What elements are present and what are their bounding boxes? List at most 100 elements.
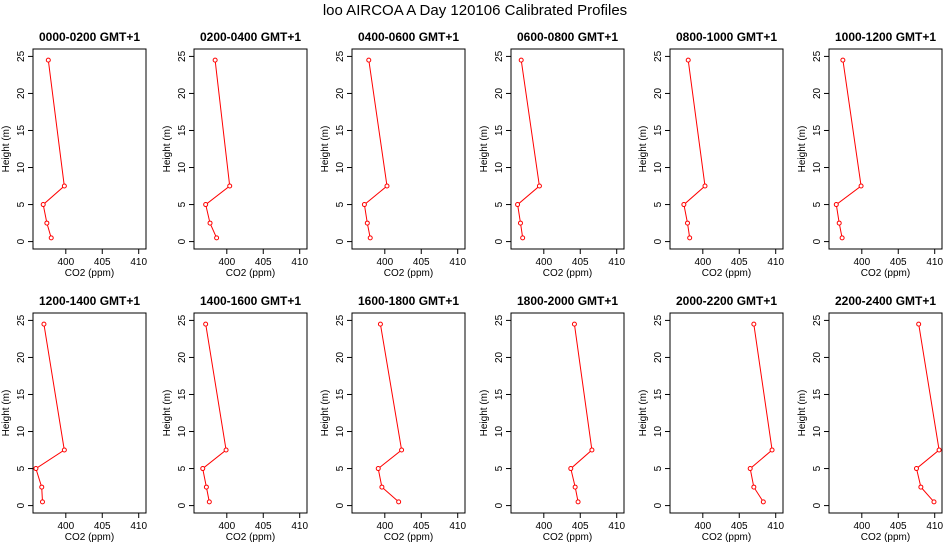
y-axis-label: Height (m) bbox=[638, 126, 649, 173]
x-tick-label: 400 bbox=[853, 257, 870, 268]
panel-title: 2000-2200 GMT+1 bbox=[676, 294, 777, 308]
y-tick-label: 0 bbox=[16, 502, 27, 508]
profile-panel-0: 0000-0200 GMT+1 0 5 10 15 20 25 400 405 410 CO2 (p… bbox=[1, 30, 147, 279]
y-tick-label: 0 bbox=[653, 238, 664, 244]
profile-point bbox=[702, 183, 708, 189]
y-tick-label: 0 bbox=[494, 238, 505, 244]
x-tick-label: 405 bbox=[572, 257, 589, 268]
y-tick-label: 10 bbox=[812, 162, 823, 174]
x-axis-label: CO2 (ppm) bbox=[65, 532, 114, 543]
panel-title: 1200-1400 GMT+1 bbox=[39, 294, 140, 308]
x-tick-label: 410 bbox=[291, 257, 308, 268]
y-tick-label: 5 bbox=[812, 465, 823, 471]
x-tick-label: 410 bbox=[608, 257, 625, 268]
y-tick-label: 25 bbox=[177, 50, 188, 62]
plot-frame bbox=[669, 312, 784, 514]
profile-point bbox=[687, 235, 693, 241]
x-tick-label: 400 bbox=[218, 521, 235, 532]
y-tick-label: 25 bbox=[494, 314, 505, 326]
y-tick-label: 25 bbox=[335, 50, 346, 62]
profile-point bbox=[518, 57, 524, 63]
panel-title: 0800-1000 GMT+1 bbox=[676, 30, 777, 44]
profile-point bbox=[379, 484, 385, 490]
y-tick-label: 20 bbox=[653, 87, 664, 99]
profile-point bbox=[858, 183, 864, 189]
y-tick-label: 15 bbox=[16, 388, 27, 400]
profile-point bbox=[747, 466, 753, 472]
x-tick-label: 400 bbox=[694, 521, 711, 532]
y-tick-label: 5 bbox=[653, 465, 664, 471]
x-tick-label: 410 bbox=[767, 521, 784, 532]
profile-point bbox=[203, 202, 209, 208]
plot-frame bbox=[828, 312, 943, 514]
page-title: loo AIRCOA A Day 120106 Calibrated Profi… bbox=[322, 2, 628, 19]
profile-point bbox=[931, 499, 937, 505]
profile-point bbox=[685, 57, 691, 63]
profile-point bbox=[572, 484, 578, 490]
x-tick-label: 410 bbox=[608, 521, 625, 532]
profile-point bbox=[61, 183, 67, 189]
x-tick-label: 410 bbox=[449, 257, 466, 268]
y-tick-label: 20 bbox=[494, 351, 505, 363]
x-tick-label: 400 bbox=[853, 521, 870, 532]
profile-line bbox=[683, 60, 706, 238]
y-tick-label: 0 bbox=[494, 502, 505, 508]
x-axis-label: CO2 (ppm) bbox=[384, 268, 433, 279]
profile-point bbox=[61, 447, 67, 453]
x-tick-label: 400 bbox=[694, 257, 711, 268]
x-axis-label: CO2 (ppm) bbox=[65, 268, 114, 279]
y-axis-label: Height (m) bbox=[320, 126, 331, 173]
panel-title: 1000-1200 GMT+1 bbox=[835, 30, 936, 44]
profile-point bbox=[206, 499, 212, 505]
profile-point bbox=[936, 447, 942, 453]
profile-line bbox=[915, 324, 940, 503]
profile-point bbox=[361, 202, 367, 208]
x-tick-label: 405 bbox=[572, 521, 589, 532]
x-tick-label: 405 bbox=[413, 521, 430, 532]
plot-frame bbox=[828, 48, 943, 250]
profile-point bbox=[681, 202, 687, 208]
x-tick-label: 410 bbox=[926, 257, 943, 268]
y-axis-label: Height (m) bbox=[797, 390, 808, 437]
y-tick-label: 10 bbox=[812, 426, 823, 438]
y-tick-label: 5 bbox=[494, 465, 505, 471]
profile-panel-2: 0400-0600 GMT+1 0 5 10 15 20 25 400 405 410 CO2 (p… bbox=[320, 30, 466, 279]
y-tick-label: 15 bbox=[335, 388, 346, 400]
x-tick-label: 410 bbox=[767, 257, 784, 268]
y-tick-label: 10 bbox=[653, 162, 664, 174]
profile-point bbox=[916, 321, 922, 327]
x-tick-label: 405 bbox=[94, 257, 111, 268]
plot-frame bbox=[32, 48, 147, 250]
y-tick-label: 0 bbox=[335, 502, 346, 508]
x-axis-label: CO2 (ppm) bbox=[543, 268, 592, 279]
y-tick-label: 25 bbox=[653, 50, 664, 62]
profile-point bbox=[203, 484, 209, 490]
y-tick-label: 15 bbox=[653, 388, 664, 400]
y-axis-label: Height (m) bbox=[320, 390, 331, 437]
profile-panel-6: 1200-1400 GMT+1 0 5 10 15 20 25 400 405 410 CO2 (p… bbox=[1, 294, 147, 543]
panel-title: 1800-2000 GMT+1 bbox=[517, 294, 618, 308]
y-tick-label: 5 bbox=[653, 201, 664, 207]
y-axis-label: Height (m) bbox=[162, 126, 173, 173]
profile-point bbox=[918, 484, 924, 490]
y-tick-label: 25 bbox=[653, 314, 664, 326]
y-axis-label: Height (m) bbox=[797, 126, 808, 173]
profile-point bbox=[33, 466, 39, 472]
y-tick-label: 20 bbox=[335, 87, 346, 99]
y-axis-label: Height (m) bbox=[1, 126, 12, 173]
y-tick-label: 5 bbox=[494, 201, 505, 207]
x-tick-label: 405 bbox=[413, 257, 430, 268]
profile-point bbox=[751, 484, 757, 490]
profile-panel-10: 2000-2200 GMT+1 0 5 10 15 20 25 400 405 410 CO2 (p… bbox=[638, 294, 784, 543]
profile-panel-3: 0600-0800 GMT+1 0 5 10 15 20 25 400 405 410 CO2 (p… bbox=[479, 30, 625, 279]
profile-point bbox=[41, 321, 47, 327]
panel-title: 0400-0600 GMT+1 bbox=[358, 30, 459, 44]
y-tick-label: 20 bbox=[177, 351, 188, 363]
profile-point bbox=[839, 235, 845, 241]
y-tick-label: 15 bbox=[494, 124, 505, 136]
y-tick-label: 0 bbox=[335, 238, 346, 244]
profile-point bbox=[203, 321, 209, 327]
profile-point bbox=[568, 466, 574, 472]
profile-panel-11: 2200-2400 GMT+1 0 5 10 15 20 25 400 405 410 CO2 (p… bbox=[797, 294, 943, 543]
y-tick-label: 5 bbox=[335, 201, 346, 207]
